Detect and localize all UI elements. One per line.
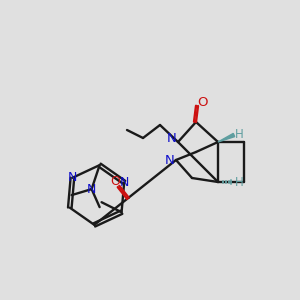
Text: N: N <box>119 176 129 189</box>
Text: N: N <box>68 171 77 184</box>
Text: N: N <box>167 133 177 146</box>
Text: O: O <box>110 176 120 188</box>
Polygon shape <box>218 134 235 142</box>
Text: N: N <box>165 154 175 166</box>
Text: O: O <box>198 97 208 110</box>
Text: H: H <box>235 128 243 142</box>
Text: H: H <box>235 176 243 188</box>
Text: N: N <box>87 183 96 196</box>
